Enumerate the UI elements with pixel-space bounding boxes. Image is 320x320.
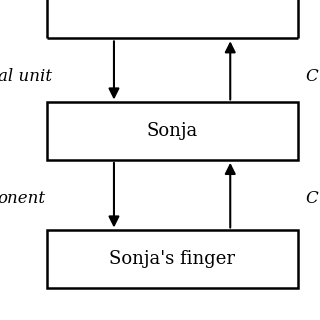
Bar: [47, 102, 298, 160]
Text: C: C: [305, 190, 318, 207]
Text: onent: onent: [0, 190, 46, 207]
Text: Sonja's finger: Sonja's finger: [109, 250, 235, 268]
Text: Sonja: Sonja: [147, 122, 198, 140]
Bar: [47, 230, 298, 288]
Text: C: C: [305, 68, 318, 85]
Text: al unit: al unit: [0, 68, 52, 85]
